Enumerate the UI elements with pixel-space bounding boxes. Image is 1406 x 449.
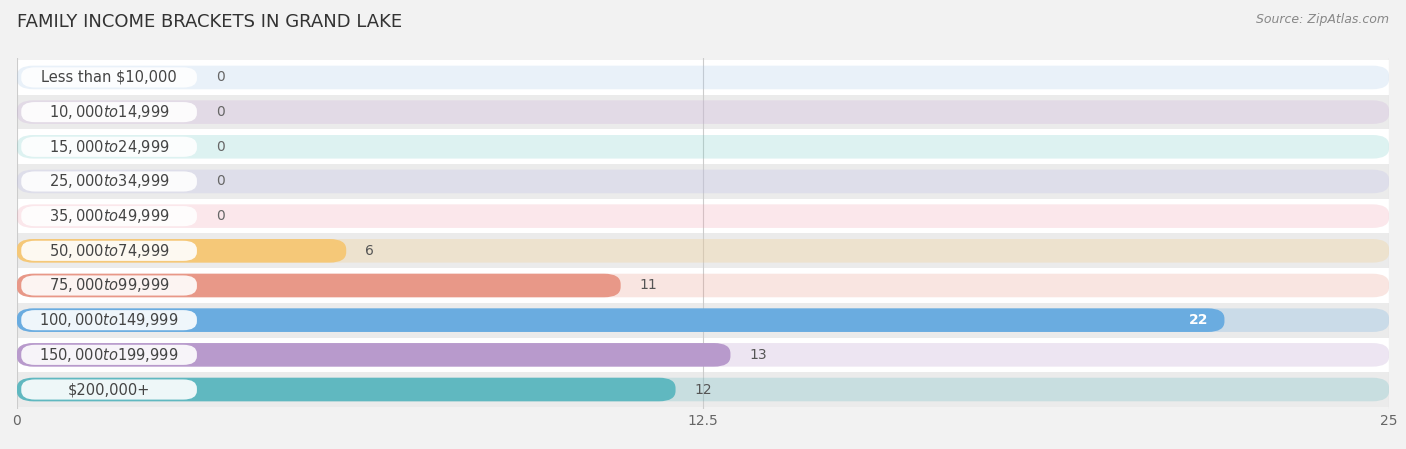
- Bar: [17, 338, 1389, 372]
- Text: Less than $10,000: Less than $10,000: [41, 70, 177, 85]
- FancyBboxPatch shape: [17, 378, 675, 401]
- Text: $150,000 to $199,999: $150,000 to $199,999: [39, 346, 179, 364]
- Text: 22: 22: [1188, 313, 1208, 327]
- FancyBboxPatch shape: [21, 172, 197, 192]
- FancyBboxPatch shape: [17, 100, 1389, 124]
- Bar: [17, 95, 1389, 129]
- FancyBboxPatch shape: [21, 379, 197, 400]
- FancyBboxPatch shape: [17, 274, 1389, 297]
- Text: $25,000 to $34,999: $25,000 to $34,999: [49, 172, 170, 190]
- FancyBboxPatch shape: [17, 239, 1389, 263]
- FancyBboxPatch shape: [21, 137, 197, 157]
- Text: 11: 11: [640, 278, 658, 292]
- Text: 0: 0: [217, 105, 225, 119]
- FancyBboxPatch shape: [17, 308, 1389, 332]
- FancyBboxPatch shape: [17, 66, 1389, 89]
- FancyBboxPatch shape: [17, 239, 346, 263]
- Text: 12: 12: [695, 383, 713, 396]
- Bar: [17, 199, 1389, 233]
- Bar: [17, 129, 1389, 164]
- FancyBboxPatch shape: [17, 274, 620, 297]
- Text: $75,000 to $99,999: $75,000 to $99,999: [49, 277, 170, 295]
- FancyBboxPatch shape: [21, 345, 197, 365]
- FancyBboxPatch shape: [17, 204, 1389, 228]
- Text: $10,000 to $14,999: $10,000 to $14,999: [49, 103, 170, 121]
- Bar: [17, 303, 1389, 338]
- FancyBboxPatch shape: [17, 170, 1389, 193]
- FancyBboxPatch shape: [17, 135, 1389, 158]
- Text: $200,000+: $200,000+: [67, 382, 150, 397]
- Bar: [17, 164, 1389, 199]
- FancyBboxPatch shape: [21, 275, 197, 295]
- FancyBboxPatch shape: [17, 308, 1225, 332]
- FancyBboxPatch shape: [21, 241, 197, 261]
- FancyBboxPatch shape: [21, 67, 197, 88]
- FancyBboxPatch shape: [21, 206, 197, 226]
- Text: 0: 0: [217, 175, 225, 189]
- Bar: [17, 233, 1389, 268]
- Text: 0: 0: [217, 209, 225, 223]
- FancyBboxPatch shape: [21, 102, 197, 122]
- Text: 0: 0: [217, 140, 225, 154]
- Bar: [17, 268, 1389, 303]
- Text: 0: 0: [217, 70, 225, 84]
- FancyBboxPatch shape: [17, 378, 1389, 401]
- Bar: [17, 372, 1389, 407]
- FancyBboxPatch shape: [17, 343, 1389, 367]
- Bar: [17, 60, 1389, 95]
- Text: Source: ZipAtlas.com: Source: ZipAtlas.com: [1256, 13, 1389, 26]
- FancyBboxPatch shape: [17, 343, 731, 367]
- Text: $35,000 to $49,999: $35,000 to $49,999: [49, 207, 170, 225]
- Text: $15,000 to $24,999: $15,000 to $24,999: [49, 138, 170, 156]
- Text: 6: 6: [366, 244, 374, 258]
- FancyBboxPatch shape: [21, 310, 197, 330]
- Text: $100,000 to $149,999: $100,000 to $149,999: [39, 311, 179, 329]
- Text: FAMILY INCOME BRACKETS IN GRAND LAKE: FAMILY INCOME BRACKETS IN GRAND LAKE: [17, 13, 402, 31]
- Text: $50,000 to $74,999: $50,000 to $74,999: [49, 242, 170, 260]
- Text: 13: 13: [749, 348, 768, 362]
